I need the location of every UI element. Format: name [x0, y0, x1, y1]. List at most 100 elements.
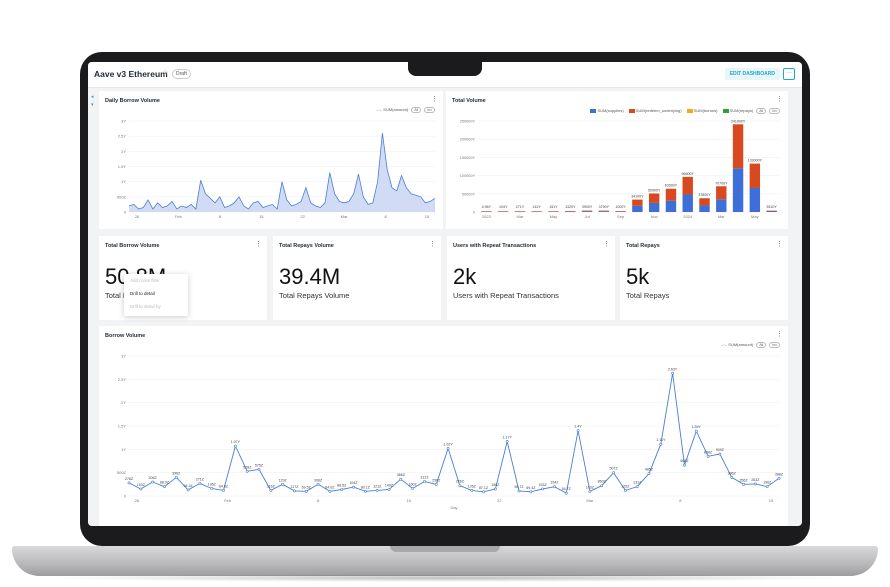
card-title: Total Repays Volume: [279, 243, 334, 249]
data-point: [139, 487, 143, 491]
data-point: [375, 488, 379, 492]
y-tick-label: 0: [124, 494, 127, 499]
y-tick-label: 0: [124, 210, 127, 215]
legend-inv-pill[interactable]: Inv: [769, 342, 780, 348]
more-options-button[interactable]: ···: [783, 68, 795, 80]
laptop-base-notch: [390, 546, 500, 552]
screen: Aave v3 Ethereum ☆ Draft EDIT DASHBOARD …: [88, 62, 802, 526]
data-point: [659, 442, 663, 446]
y-tick-label: 500Z: [117, 194, 127, 199]
data-label: 69.5Z: [302, 485, 312, 489]
laptop-shadow: [40, 574, 850, 582]
bar-supplies: [749, 187, 761, 212]
data-label: 388Z: [775, 472, 784, 476]
data-label: 126Z: [468, 484, 477, 488]
bar-redeem: [665, 188, 677, 201]
data-label: 88.9Z: [160, 481, 170, 485]
data-point: [127, 481, 131, 485]
bar-redeem: [632, 199, 643, 206]
legend-all-pill[interactable]: All: [756, 108, 767, 114]
dashboard-title: Aave v3 Ethereum: [94, 69, 168, 79]
data-point: [612, 471, 615, 475]
x-tick-label: May: [550, 214, 558, 219]
kpi-subtitle: Total Repays: [626, 291, 670, 300]
data-point: [742, 482, 745, 486]
data-label: 507Z: [609, 467, 618, 471]
data-label: 64.9Z: [219, 484, 229, 488]
card-menu-icon[interactable]: ⋮: [776, 331, 783, 338]
data-label: 909Z: [716, 448, 725, 452]
card-menu-icon[interactable]: ⋮: [429, 241, 436, 248]
data-label: 156Z: [491, 483, 500, 487]
legend-all-pill[interactable]: All: [411, 107, 422, 113]
data-label: 396Z: [728, 471, 737, 475]
data-label: 1320Y: [565, 205, 576, 209]
card-menu-icon[interactable]: ⋮: [431, 96, 438, 103]
data-label: 226Z: [456, 480, 465, 484]
data-point: [174, 475, 178, 479]
y-tick-label: 2.5Y: [118, 134, 127, 139]
data-point: [399, 477, 403, 481]
legend-inv-pill[interactable]: Inv: [769, 108, 780, 114]
filter-icon[interactable]: ▾: [91, 102, 94, 108]
menu-item-drill-to-detail-by: Drill to detail by: [130, 304, 161, 309]
legend-label: SUM(amount): [728, 342, 754, 347]
data-label: 54.7Z: [562, 487, 572, 491]
data-point: [482, 490, 485, 494]
data-point: [233, 444, 237, 448]
data-label: 104Z: [349, 481, 358, 485]
card-menu-icon[interactable]: ⋮: [776, 241, 783, 248]
x-tick-label: 8: [384, 214, 387, 219]
card-menu-icon[interactable]: ⋮: [603, 241, 610, 248]
bar-supplies: [732, 168, 744, 212]
bar-redeem: [732, 124, 744, 169]
menu-item-drill-to-detail[interactable]: Drill to detail: [130, 291, 155, 296]
data-point: [186, 488, 190, 492]
kpi-card-total-repays: Total Repays ⋮ 5k Total Repays: [620, 236, 788, 320]
bar-redeem: [648, 193, 660, 203]
data-label: 133000Y: [748, 159, 763, 163]
data-label: 196Z: [763, 481, 772, 485]
data-point: [694, 429, 698, 433]
data-point: [718, 452, 722, 456]
data-label: 2.63Y: [668, 367, 678, 371]
legend-all-pill[interactable]: All: [756, 342, 767, 348]
data-label: 131Z: [633, 481, 642, 485]
legend-line-icon: –◦–: [721, 342, 728, 347]
x-tick-label: Mar: [516, 214, 524, 219]
data-label: 151Y: [549, 205, 558, 209]
bar-supplies: [648, 202, 660, 212]
edit-dashboard-button[interactable]: EDIT DASHBOARD: [724, 68, 780, 80]
data-point: [529, 490, 533, 494]
data-label: 136Z: [208, 483, 217, 487]
y-tick-label: 3Y: [121, 119, 126, 124]
data-label: 241000Y: [731, 119, 746, 123]
data-point: [623, 488, 627, 492]
camera-notch: [408, 62, 482, 76]
menu-item-add-cross-filter: Add cross filter: [130, 278, 160, 283]
data-label: 104Y: [499, 205, 508, 209]
bar-redeem: [716, 186, 727, 200]
legend-label: SUM(redeem_underlying): [635, 108, 682, 113]
bar-supplies: [581, 211, 593, 212]
star-icon[interactable]: ☆: [162, 68, 170, 77]
data-label: 366Z: [397, 473, 406, 477]
data-label: 263Z: [751, 478, 760, 482]
x-tick-label: 26: [135, 214, 140, 219]
daily-borrow-chart: 3Y 2.5Y 2Y 1.5Y 1Y 500Z 0 26 Feb 8 15 22 Mar 8 15: [117, 119, 436, 219]
x-axis-title: Day: [450, 505, 457, 510]
data-label: 69.4Z: [526, 486, 536, 490]
bar-supplies: [682, 194, 693, 212]
legend-inv-pill[interactable]: Inv: [424, 107, 435, 113]
data-point: [553, 485, 556, 489]
data-point: [541, 487, 545, 491]
data-point: [493, 487, 497, 491]
data-point: [765, 485, 769, 489]
expand-icon[interactable]: ◂: [91, 94, 94, 100]
data-label: 668Z: [680, 459, 689, 463]
data-label: 312Z: [420, 476, 429, 480]
card-menu-icon[interactable]: ⋮: [255, 241, 262, 248]
bar-redeem: [548, 211, 559, 212]
data-label: 37800Y: [698, 193, 711, 197]
card-menu-icon[interactable]: ⋮: [776, 96, 783, 103]
